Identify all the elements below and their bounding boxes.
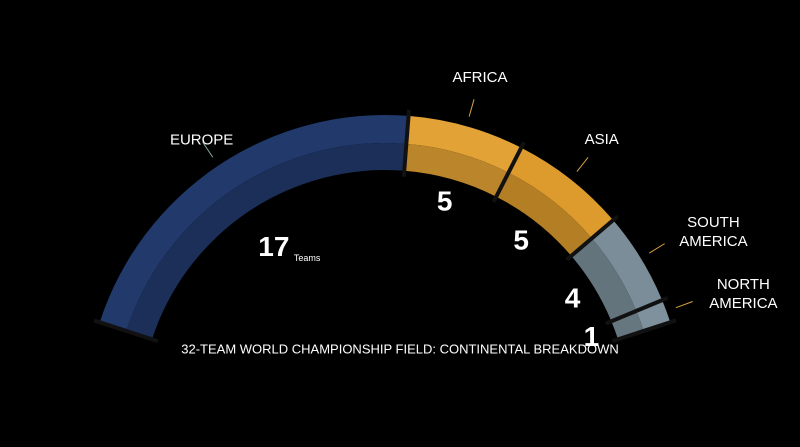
category-label: SOUTH AMERICA — [679, 214, 747, 250]
pointer — [649, 243, 665, 254]
segment-outer — [406, 115, 522, 173]
category-label: EUROPE — [170, 132, 233, 149]
segment-inner — [404, 143, 509, 197]
pointer — [202, 142, 214, 158]
separator — [93, 318, 159, 344]
segment-outer — [591, 220, 663, 311]
category-label: ASIA — [585, 131, 619, 148]
pointer — [675, 301, 693, 309]
separator — [491, 141, 526, 203]
value-label: 5 — [437, 186, 453, 217]
separator — [611, 318, 677, 344]
category-label: AFRICA — [452, 69, 507, 86]
segment — [404, 115, 522, 197]
segment — [99, 114, 409, 340]
segment-inner — [126, 143, 407, 340]
pointer — [576, 157, 589, 172]
category-label: NORTH AMERICA — [709, 276, 777, 312]
value-label: 4 — [565, 282, 581, 313]
segment — [571, 220, 663, 322]
pointer — [468, 99, 475, 117]
separator — [605, 296, 669, 326]
separator — [401, 109, 412, 177]
segment-outer — [508, 147, 614, 239]
value-label: 17 — [258, 231, 289, 262]
separator — [565, 214, 619, 262]
value-label: 1 — [584, 321, 600, 352]
unit-label: Teams — [294, 253, 321, 263]
segment — [496, 147, 614, 256]
segment-inner — [496, 172, 592, 256]
segment-inner — [571, 238, 637, 322]
chart-title: 32-TEAM WORLD CHAMPIONSHIP FIELD: CONTIN… — [181, 341, 618, 356]
value-label: 5 — [513, 225, 529, 256]
segment-outer — [99, 114, 409, 331]
